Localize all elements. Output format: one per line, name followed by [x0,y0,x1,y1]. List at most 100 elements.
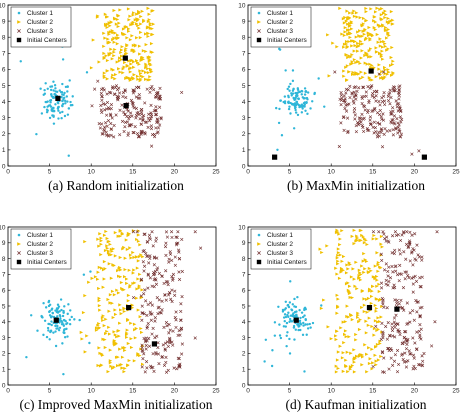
cluster-3-point [140,304,144,308]
cluster-2-point [377,282,381,286]
cluster-2-point [331,41,335,45]
cluster-3-point [435,230,439,234]
cluster-2-point [380,45,385,49]
cluster-3-point [380,350,384,354]
cluster-3-point [398,107,402,111]
cluster-3-point [141,249,145,253]
cluster-2-point [336,366,340,371]
cluster-1-point [36,329,39,332]
cluster-3-point [385,337,389,341]
cluster-3-point [377,134,381,138]
cluster-1-point [57,105,60,109]
cluster-1-point [43,92,47,95]
cluster-2-point [137,26,141,30]
cluster-2-point [348,262,352,267]
cluster-2-point [377,63,381,67]
cluster-2-point [349,62,353,66]
cluster-3-point [397,279,401,283]
cluster-2-point [338,6,342,10]
cluster-1-point [39,87,42,90]
cluster-1-point [50,323,53,327]
cluster-2-point [336,259,340,263]
cluster-3-point [154,108,158,112]
cluster-2-point [133,336,138,340]
cluster-3-point [402,231,406,235]
cluster-1-point [304,109,307,112]
cluster-3-point [177,356,181,361]
cluster-3-point [419,327,423,331]
cluster-2-point [376,269,380,273]
y-tick-label: 2 [2,131,6,138]
cluster-2-point [386,70,391,74]
cluster-2-point [110,29,115,33]
cluster-3-point [357,86,361,90]
cluster-2-point [381,24,385,28]
cluster-3-point [153,113,158,117]
cluster-2-point [389,73,394,77]
x-tick-label: 25 [452,388,460,395]
cluster-2-point [139,330,144,334]
cluster-2-point [373,15,377,19]
cluster-2-point [364,51,368,55]
cluster-2-point [364,331,369,335]
cluster-3-point [397,248,402,252]
cluster-2-point [363,267,367,271]
cluster-2-point [116,36,121,40]
cluster-3-point [154,112,159,117]
cluster-2-point [127,232,132,236]
cluster-3-point [380,145,385,149]
cluster-2-point [128,78,133,82]
cluster-1-point [61,58,65,61]
cluster-2-point [130,48,135,52]
cluster-3-point [403,329,407,334]
cluster-3-point [131,104,135,108]
cluster-2-point [325,244,329,248]
cluster-3-point [404,257,408,261]
cluster-2-point [350,318,355,322]
x-tick-label: 25 [212,169,220,176]
cluster-3-point [389,356,393,360]
cluster-2-point [99,236,103,240]
cluster-1-point [52,80,55,83]
cluster-3-point [105,124,109,128]
cluster-3-point [395,273,400,277]
cluster-1-point [54,93,57,96]
cluster-3-point [340,96,344,100]
cluster-2-point [365,242,369,247]
initial-center-marker [151,341,158,347]
cluster-2-point [360,24,365,28]
cluster-2-point [138,52,142,56]
cluster-2-point [102,75,107,80]
cluster-3-point [145,87,149,91]
cluster-3-point [132,131,136,135]
cluster-1-point [306,323,309,326]
cluster-1-point [40,112,44,115]
cluster-3-point [406,244,411,249]
cluster-2-point [122,65,126,69]
cluster-2-point [354,354,359,358]
cluster-2-point [352,58,357,62]
cluster-2-point [119,48,124,52]
cluster-3-point [169,297,173,301]
cluster-3-point [411,282,415,286]
cluster-3-point [355,121,360,125]
legend-marker-cluster-1 [257,11,261,15]
cluster-2-point [342,21,347,25]
cluster-2-point [97,321,101,326]
cluster-3-point [142,232,146,236]
cluster-2-point [151,22,156,26]
cluster-1-point [277,305,280,308]
cluster-1-point [63,96,66,99]
cluster-2-point [122,370,126,374]
cluster-3-point [392,283,396,287]
cluster-2-point [114,342,118,346]
cluster-2-point [374,359,378,363]
cluster-2-point [343,30,347,34]
cluster-3-point [387,279,391,284]
cluster-1-point [301,333,305,337]
cluster-3-point [353,113,357,117]
cluster-2-point [391,71,395,75]
cluster-2-point [120,231,125,235]
cluster-2-point [90,276,94,280]
cluster-2-point [116,24,121,29]
